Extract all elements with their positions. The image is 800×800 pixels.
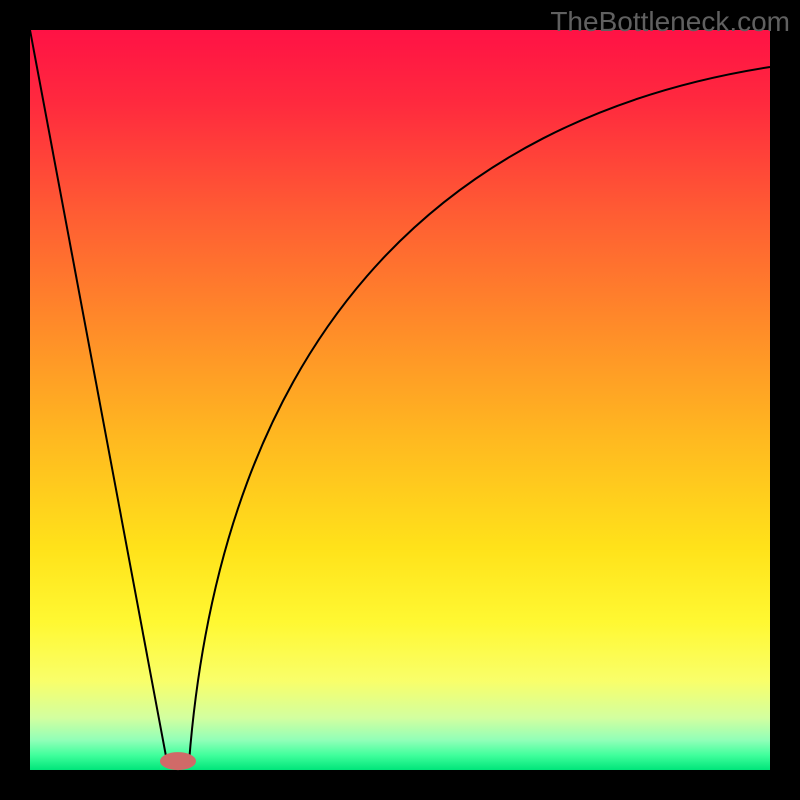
chart-container: TheBottleneck.com [0, 0, 800, 800]
watermark-text: TheBottleneck.com [550, 6, 790, 38]
bottleneck-chart [0, 0, 800, 800]
